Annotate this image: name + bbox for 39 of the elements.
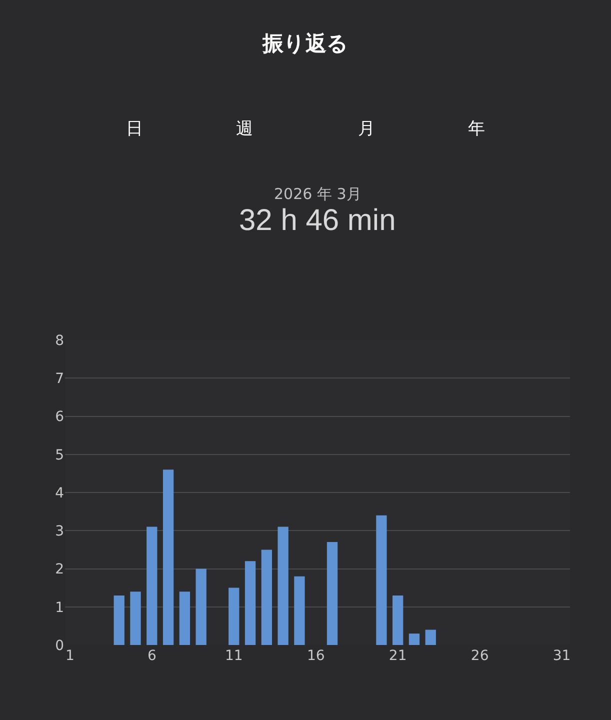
x-tick-label: 21 xyxy=(388,648,407,664)
text: 日 xyxy=(126,119,143,139)
text: 32 h 46 min xyxy=(239,204,396,237)
y-tick-label: 6 xyxy=(55,409,64,426)
bar xyxy=(278,526,288,645)
x-tick-label: 26 xyxy=(470,648,489,664)
bar xyxy=(179,592,190,645)
y-tick-label: 4 xyxy=(55,485,64,502)
bar xyxy=(130,592,141,645)
bar xyxy=(408,634,420,645)
y-tick-label: 7 xyxy=(55,371,64,388)
y-tick-label: 5 xyxy=(55,447,64,464)
x-tick-label: 16 xyxy=(306,648,325,664)
x-tick-label: 11 xyxy=(224,648,243,664)
y-tick-label: 8 xyxy=(55,332,64,349)
y-tick-label: 2 xyxy=(55,562,64,578)
bar xyxy=(228,588,240,645)
x-tick-label: 31 xyxy=(552,648,571,664)
bar xyxy=(146,526,158,645)
bar xyxy=(294,576,305,645)
text: 週 xyxy=(236,119,253,139)
bar xyxy=(114,595,124,645)
bar xyxy=(376,515,387,645)
bar xyxy=(261,550,272,645)
bar xyxy=(162,470,174,645)
bar xyxy=(326,542,338,645)
text: 月 xyxy=(358,119,375,139)
bar xyxy=(425,630,436,645)
x-tick-label: 6 xyxy=(147,648,156,664)
x-tick-label: 1 xyxy=(65,648,74,664)
bar xyxy=(196,568,206,645)
y-tick-label: 1 xyxy=(55,600,64,616)
bar xyxy=(392,595,404,645)
chart-title: 振り返る xyxy=(262,31,348,56)
text: 年 xyxy=(468,119,485,139)
y-tick-label: 3 xyxy=(55,524,64,540)
chart-subtitle: 2026 年 3月 xyxy=(274,185,362,203)
y-tick-label: 0 xyxy=(55,638,64,654)
bar xyxy=(244,561,256,645)
